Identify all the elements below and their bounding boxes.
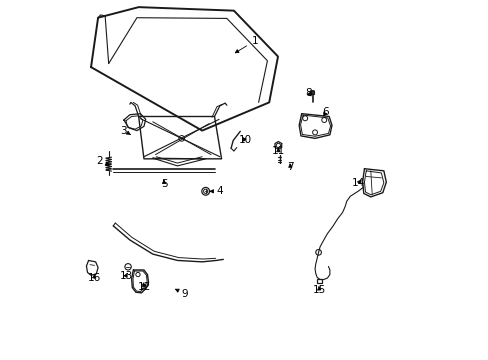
Text: 16: 16 [87,273,101,283]
Text: 11: 11 [271,146,285,156]
Text: 14: 14 [351,178,365,188]
Text: 5: 5 [161,179,167,189]
Text: 1: 1 [235,36,258,53]
Text: 7: 7 [286,162,293,172]
Text: 6: 6 [322,107,328,117]
Text: 2: 2 [96,156,109,166]
Text: 15: 15 [312,285,325,295]
Text: 10: 10 [238,135,251,145]
Text: 12: 12 [138,282,151,292]
Text: 13: 13 [119,271,132,281]
Text: 9: 9 [175,289,187,298]
Text: 3: 3 [120,126,130,136]
Bar [317,279,322,283]
Text: 4: 4 [210,186,223,196]
Bar [310,91,314,94]
Text: 8: 8 [305,87,311,98]
